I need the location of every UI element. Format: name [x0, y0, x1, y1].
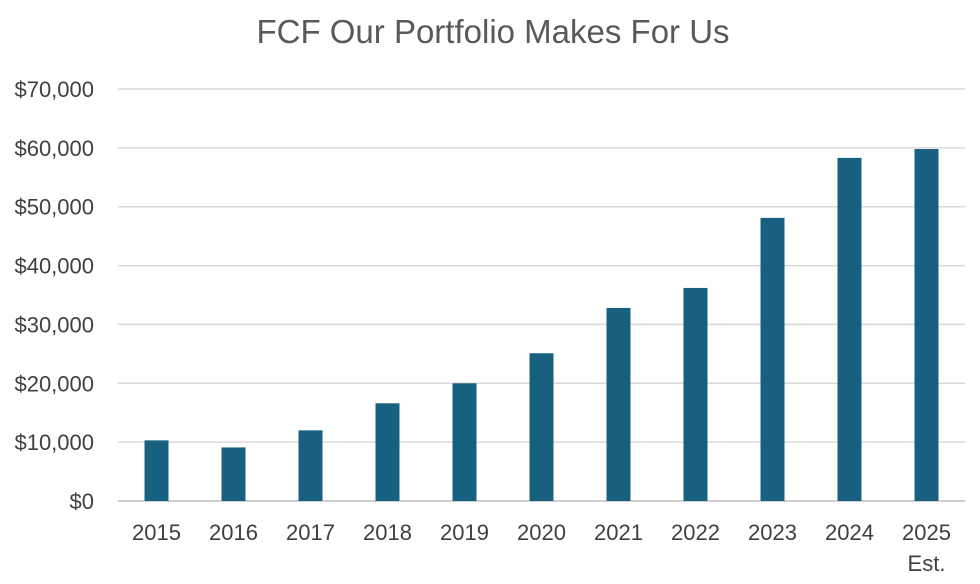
x-tick-label: 2015	[132, 520, 181, 545]
bar-2017	[298, 430, 323, 501]
y-tick-label: $60,000	[14, 136, 94, 161]
bars	[144, 149, 939, 501]
y-tick-label: $50,000	[14, 195, 94, 220]
x-tick-label: 2022	[671, 520, 720, 545]
bar-2021	[606, 307, 631, 501]
x-tick-label: 2020	[517, 520, 566, 545]
bar-2023	[760, 217, 785, 501]
bar-2024	[837, 157, 862, 501]
y-tick-label: $30,000	[14, 312, 94, 337]
x-tick-label: Est.	[908, 551, 946, 576]
x-tick-label: 2017	[286, 520, 335, 545]
bar-2025-est-	[914, 149, 939, 501]
bar-2018	[375, 403, 400, 501]
x-tick-label: 2019	[440, 520, 489, 545]
bar-2020	[529, 353, 554, 501]
x-tick-label: 2023	[748, 520, 797, 545]
x-tick-label: 2018	[363, 520, 412, 545]
y-tick-label: $40,000	[14, 254, 94, 279]
bar-2015	[144, 440, 169, 501]
x-tick-label: 2021	[594, 520, 643, 545]
x-tick-label: 2025	[902, 520, 951, 545]
y-tick-label: $70,000	[14, 77, 94, 102]
bar-2022	[683, 287, 708, 501]
y-axis-ticks: $0 $10,000 $20,000 $30,000 $40,000 $50,000 $60…	[14, 77, 94, 514]
chart-title: FCF Our Portfolio Makes For Us	[256, 13, 729, 50]
x-tick-label: 2024	[825, 520, 874, 545]
y-tick-label: $0	[70, 489, 94, 514]
bar-2019	[452, 383, 477, 501]
x-tick-label: 2016	[209, 520, 258, 545]
y-tick-label: $10,000	[14, 430, 94, 455]
x-axis-ticks: 2015 2016 2017 2018 2019 2020 2021 2022 2023 2024…	[132, 520, 951, 576]
bar-2016	[221, 447, 246, 501]
y-tick-label: $20,000	[14, 371, 94, 396]
